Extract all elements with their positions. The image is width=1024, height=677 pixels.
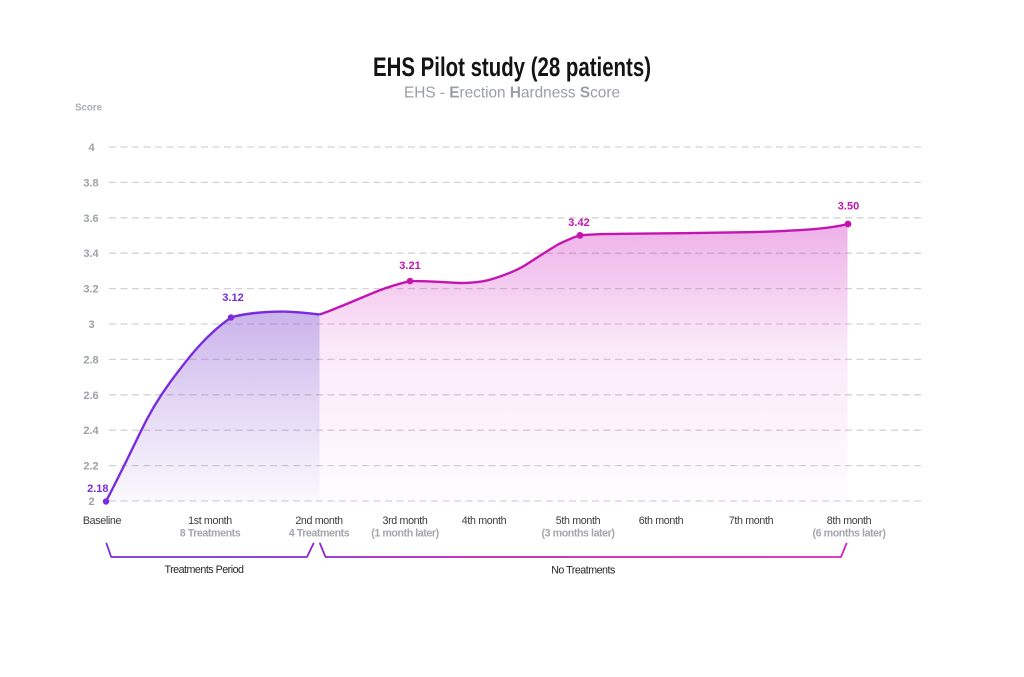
svg-text:1st month: 1st month [188,515,232,527]
svg-text:2.8: 2.8 [83,354,98,366]
svg-text:3rd month: 3rd month [383,515,428,527]
svg-text:8th month: 8th month [827,515,872,527]
svg-text:3.4: 3.4 [83,248,99,260]
svg-text:EHS Pilot study (28 patients): EHS Pilot study (28 patients) [373,52,651,82]
svg-text:3.50: 3.50 [838,201,859,213]
svg-text:(1 month later): (1 month later) [371,528,439,540]
svg-text:2: 2 [88,496,94,508]
svg-text:No Treatments: No Treatments [551,565,615,577]
svg-text:2nd month: 2nd month [295,515,343,527]
svg-text:(3 months later): (3 months later) [542,528,616,540]
svg-text:6th month: 6th month [639,515,684,527]
svg-text:3.12: 3.12 [222,292,243,304]
svg-text:4 Treatments: 4 Treatments [289,528,350,540]
svg-text:2.4: 2.4 [83,425,99,437]
svg-text:3.21: 3.21 [399,260,420,272]
svg-text:3.6: 3.6 [83,213,98,225]
svg-text:Treatments Period: Treatments Period [164,564,244,576]
svg-text:Score: Score [75,103,103,114]
svg-text:7th month: 7th month [729,515,774,527]
svg-text:3.42: 3.42 [568,217,589,229]
svg-text:3.8: 3.8 [83,177,98,189]
svg-text:EHS - Erection Hardness Score: EHS - Erection Hardness Score [404,85,620,102]
svg-text:4: 4 [88,142,95,154]
svg-text:2.2: 2.2 [83,461,98,473]
svg-text:8 Treatments: 8 Treatments [180,528,241,540]
svg-text:2.6: 2.6 [83,390,98,402]
svg-text:3.2: 3.2 [83,284,98,296]
svg-text:Baseline: Baseline [83,515,122,527]
svg-text:5th month: 5th month [556,515,601,527]
svg-text:2.18: 2.18 [87,483,108,495]
svg-text:3: 3 [88,319,94,331]
svg-text:(6 months later): (6 months later) [813,528,887,540]
svg-text:4th month: 4th month [462,515,507,527]
